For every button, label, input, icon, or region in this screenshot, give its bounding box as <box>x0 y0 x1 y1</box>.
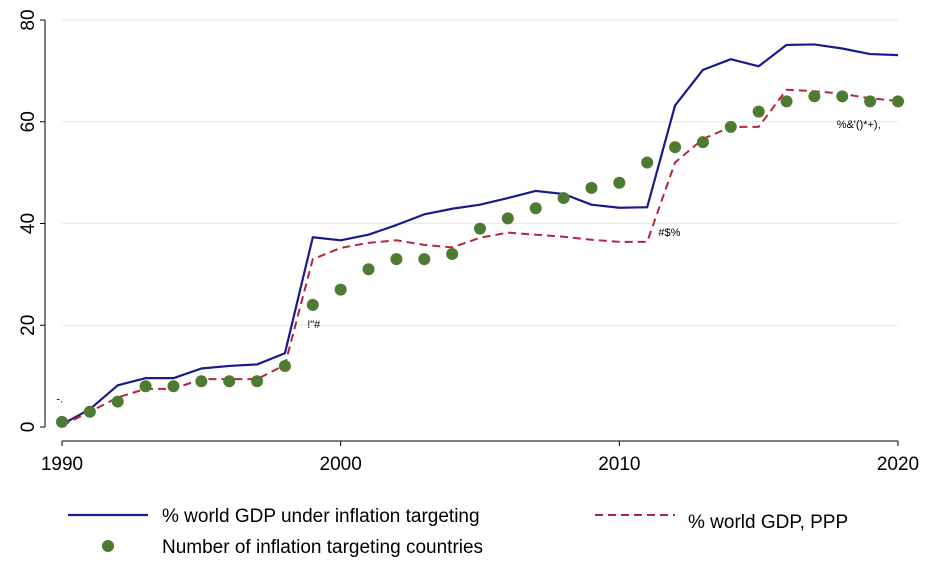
point-2008 <box>557 192 570 205</box>
point-2010 <box>613 176 626 189</box>
point-1993 <box>139 380 152 393</box>
point-2001 <box>362 263 375 276</box>
point-1999 <box>306 298 319 311</box>
point-2003 <box>418 253 431 266</box>
point-1995 <box>195 375 208 388</box>
y-tick-label-0: 0 <box>18 422 39 433</box>
y-tick-label-20: 20 <box>18 315 39 336</box>
point-2017 <box>808 90 821 103</box>
x-tick-label-1990: 1990 <box>41 454 83 475</box>
axes: 0 20 40 60 80 1990 2000 2010 2020 <box>18 9 919 475</box>
annotation-0: -. <box>56 394 63 406</box>
annotation-2: #$% <box>658 227 680 239</box>
point-2009 <box>585 181 598 194</box>
point-2004 <box>446 248 459 261</box>
point-1994 <box>167 380 180 393</box>
series-line-gdp <box>61 43 899 426</box>
y-tick-label-80: 80 <box>18 9 39 30</box>
series-line-gdp-ppp <box>61 88 899 427</box>
annotation-3: %&'()*+), <box>837 119 881 131</box>
point-2002 <box>390 253 403 266</box>
point-2012 <box>669 141 682 154</box>
point-2015 <box>752 105 765 118</box>
legend: % world GDP under inflation targeting % w… <box>68 506 848 558</box>
x-tick-label-2010: 2010 <box>598 454 640 475</box>
legend-label-gdp: % world GDP under inflation targeting <box>162 506 480 527</box>
annotation-1: !"# <box>307 319 321 331</box>
x-tick-label-2020: 2020 <box>877 454 919 475</box>
point-2018 <box>836 90 849 103</box>
point-1991 <box>83 405 96 418</box>
point-1998 <box>278 359 291 372</box>
series-dots <box>56 90 904 428</box>
point-2019 <box>864 95 877 108</box>
legend-label-gdp-ppp: % world GDP, PPP <box>688 512 848 533</box>
legend-label-countries: Number of inflation targeting countries <box>162 537 483 558</box>
series-layer <box>56 43 904 428</box>
legend-key-countries <box>102 540 114 552</box>
point-1992 <box>111 395 124 408</box>
point-1997 <box>251 375 264 388</box>
gridlines <box>62 19 898 326</box>
point-2005 <box>474 222 486 235</box>
point-2011 <box>641 156 654 169</box>
point-1996 <box>223 375 236 388</box>
y-tick-label-60: 60 <box>18 111 39 132</box>
point-1990 <box>56 415 68 428</box>
point-2014 <box>724 120 737 133</box>
point-2006 <box>501 212 514 225</box>
y-tick-label-40: 40 <box>18 213 39 234</box>
point-2020 <box>892 95 904 108</box>
point-2007 <box>529 202 542 215</box>
x-tick-label-2000: 2000 <box>320 454 362 475</box>
point-2016 <box>780 95 793 108</box>
point-2000 <box>334 283 347 296</box>
annotations: -. !"# #$% %&'()*+), <box>56 119 880 406</box>
point-2013 <box>696 136 709 149</box>
